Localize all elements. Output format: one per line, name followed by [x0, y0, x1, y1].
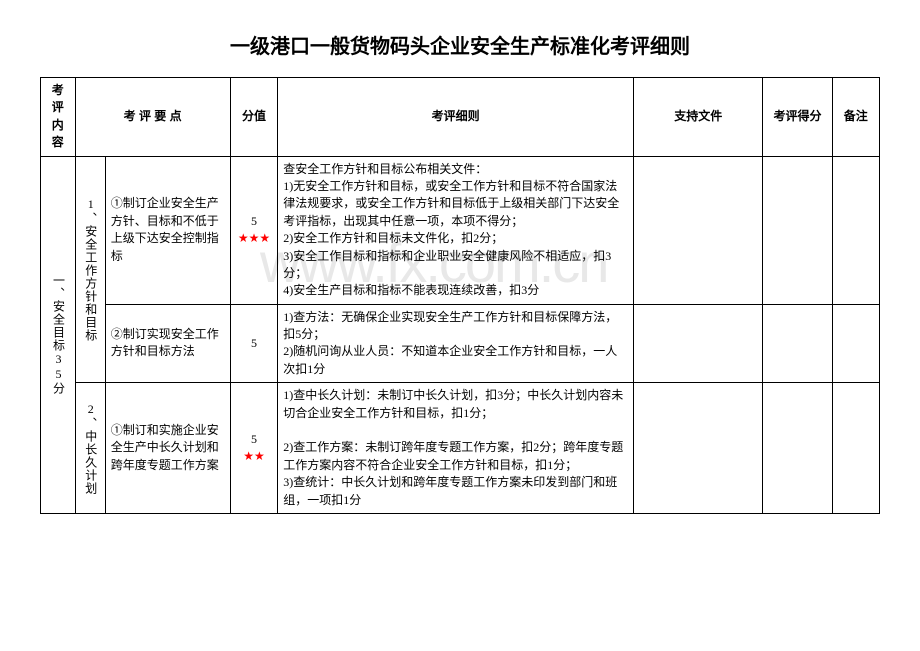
header-score: 分值 — [230, 78, 277, 157]
score-cell: 5 ★★ — [230, 383, 277, 514]
score-cell: 5 ★★★ — [230, 156, 277, 304]
remark-cell — [832, 156, 880, 304]
score-value: 5 — [251, 336, 257, 350]
header-result: 考评得分 — [763, 78, 832, 157]
detail-cell: 1)查中长久计划：未制订中长久计划，扣3分；中长久计划内容未切合企业安全工作方针… — [278, 383, 634, 514]
result-cell — [763, 304, 832, 383]
table-row: ②制订实现安全工作方针和目标方法 5 1)查方法：无确保企业实现安全生产工作方针… — [41, 304, 880, 383]
evaluation-table: 考评内容 考 评 要 点 分值 考评细则 支持文件 考评得分 备注 一、安全目标… — [40, 77, 880, 514]
score-value: 5 — [251, 432, 257, 446]
header-detail: 考评细则 — [278, 78, 634, 157]
page-title: 一级港口一般货物码头企业安全生产标准化考评细则 — [40, 30, 880, 59]
remark-cell — [832, 383, 880, 514]
group-label-2: 2、中长久计划 — [75, 383, 105, 514]
section-label: 一、安全目标35分 — [41, 156, 76, 513]
result-cell — [763, 383, 832, 514]
score-value: 5 — [251, 214, 257, 228]
remark-cell — [832, 304, 880, 383]
docs-cell — [634, 156, 763, 304]
point-cell: ①制订企业安全生产方针、目标和不低于上级下达安全控制指标 — [105, 156, 230, 304]
header-points: 考 评 要 点 — [75, 78, 230, 157]
star-icon: ★★★ — [238, 231, 270, 245]
detail-cell: 1)查方法：无确保企业实现安全生产工作方针和目标保障方法，扣5分；2)随机问询从… — [278, 304, 634, 383]
score-cell: 5 — [230, 304, 277, 383]
point-cell: ①制订和实施企业安全生产中长久计划和跨年度专题工作方案 — [105, 383, 230, 514]
group-label-1: 1、安全工作方针和目标 — [75, 156, 105, 383]
table-header-row: 考评内容 考 评 要 点 分值 考评细则 支持文件 考评得分 备注 — [41, 78, 880, 157]
header-content: 考评内容 — [41, 78, 76, 157]
result-cell — [763, 156, 832, 304]
star-icon: ★★ — [243, 449, 265, 463]
header-remark: 备注 — [832, 78, 880, 157]
detail-cell: 查安全工作方针和目标公布相关文件：1)无安全工作方针和目标，或安全工作方针和目标… — [278, 156, 634, 304]
docs-cell — [634, 383, 763, 514]
header-docs: 支持文件 — [634, 78, 763, 157]
point-cell: ②制订实现安全工作方针和目标方法 — [105, 304, 230, 383]
table-row: 2、中长久计划 ①制订和实施企业安全生产中长久计划和跨年度专题工作方案 5 ★★… — [41, 383, 880, 514]
table-row: 一、安全目标35分 1、安全工作方针和目标 ①制订企业安全生产方针、目标和不低于… — [41, 156, 880, 304]
docs-cell — [634, 304, 763, 383]
